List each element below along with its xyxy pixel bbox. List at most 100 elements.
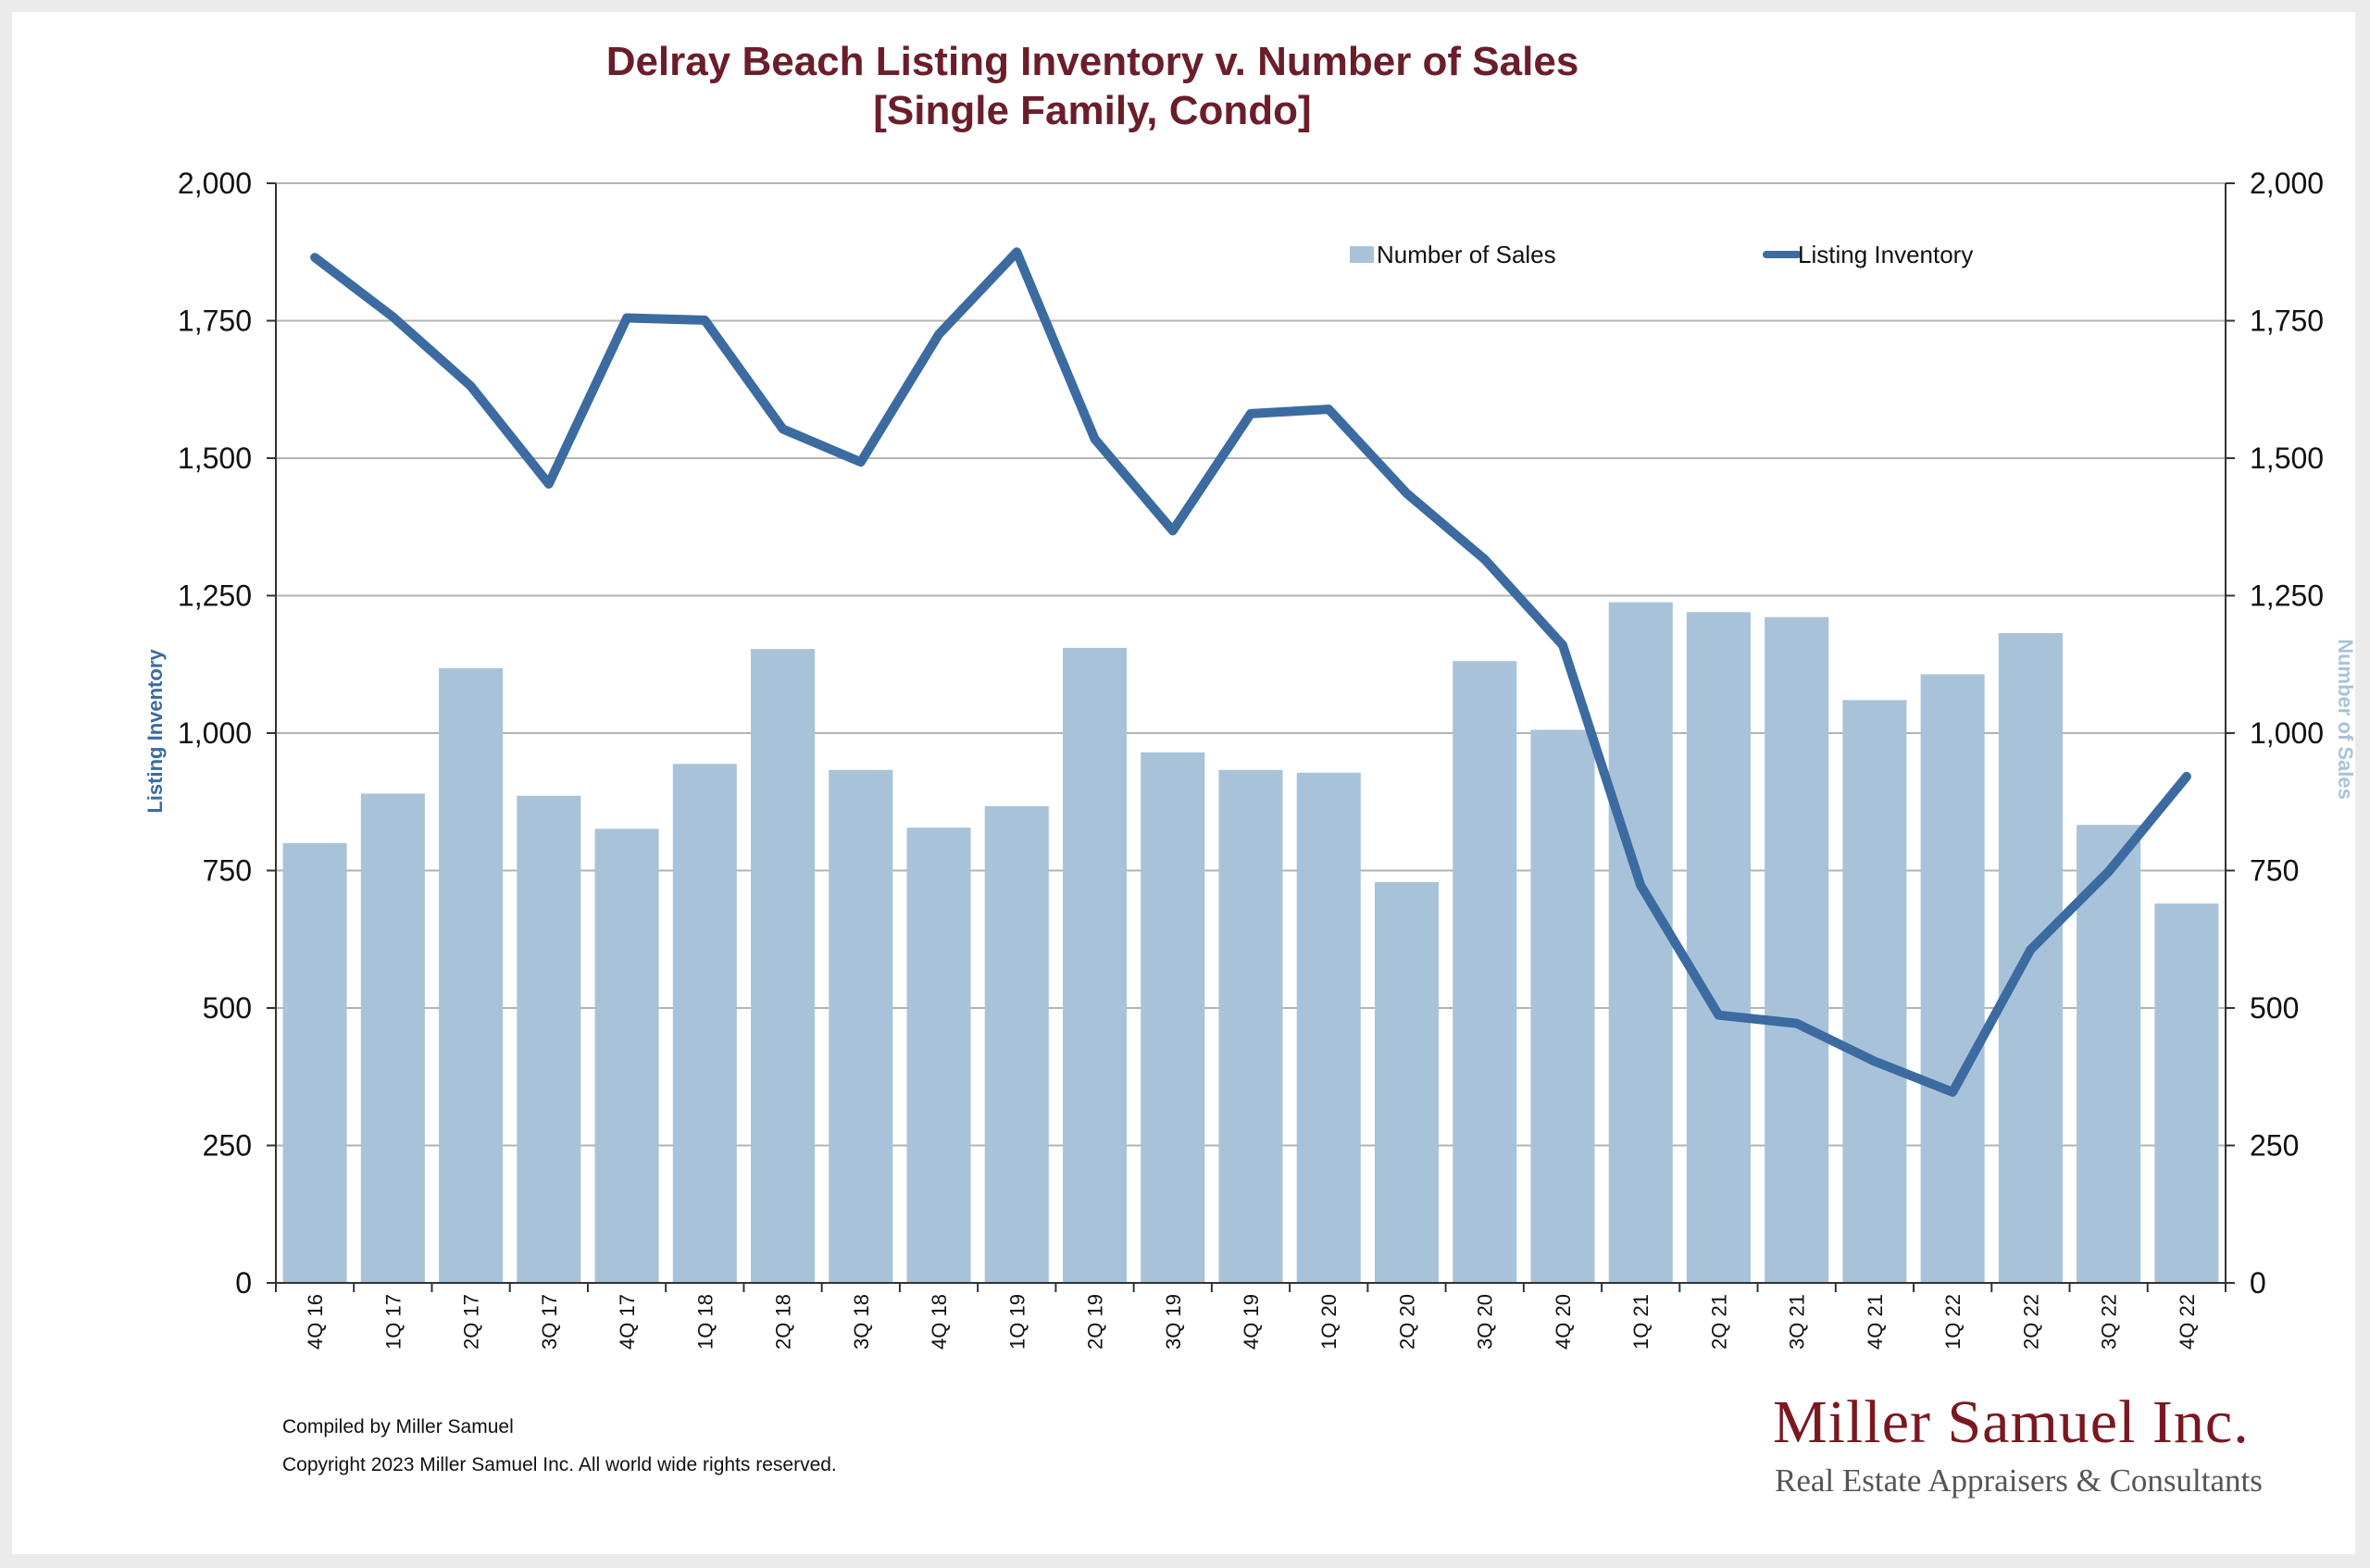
sales-bar	[672, 764, 737, 1283]
inventory-point	[1795, 1022, 1798, 1025]
sales-bar	[360, 793, 425, 1283]
inventory-point	[1952, 1090, 1954, 1093]
x-tick-label: 4Q 21	[1864, 1294, 1887, 1350]
x-tick-label: 4Q 16	[304, 1294, 327, 1350]
legend: Number of Sales Listing Inventory	[1350, 241, 1973, 268]
legend-swatch-sales	[1350, 246, 1374, 263]
x-tick-label: 3Q 18	[850, 1294, 873, 1350]
sales-bar	[1842, 700, 1907, 1283]
x-tick-label: 2Q 17	[460, 1294, 483, 1350]
compiled-by-note: Compiled by Miller Samuel	[282, 1416, 514, 1437]
chart-title-block: Delray Beach Listing Inventory v. Number…	[0, 37, 2185, 135]
company-logo-tagline: Real Estate Appraisers & Consultants	[1775, 1462, 2263, 1499]
inventory-point	[314, 256, 317, 259]
sales-bar	[282, 842, 347, 1283]
y-tick-label-left: 750	[203, 854, 252, 888]
x-tick-label: 4Q 19	[1240, 1294, 1263, 1350]
x-tick-label: 3Q 19	[1162, 1294, 1185, 1350]
inventory-point	[1640, 884, 1642, 887]
y-tick-label-right: 1,500	[2250, 442, 2324, 475]
sales-bar	[751, 649, 816, 1283]
inventory-point	[1250, 412, 1252, 415]
x-tick-label: 2Q 21	[1707, 1294, 1730, 1350]
x-tick-label: 3Q 17	[538, 1294, 561, 1350]
sales-bar	[984, 806, 1049, 1283]
x-tick-label: 2Q 19	[1084, 1294, 1107, 1350]
y-tick-label-right: 500	[2250, 991, 2299, 1025]
axis-labels: 0 0 250 250 500 500 750 750 1,000 1,000 1,250 1,250…	[178, 167, 2324, 1350]
inventory-point	[2107, 870, 2110, 873]
x-tick-label: 3Q 22	[2098, 1294, 2121, 1350]
sales-bar	[2077, 825, 2141, 1283]
x-tick-label: 4Q 22	[2176, 1294, 2199, 1350]
sales-bar	[1062, 647, 1128, 1283]
x-tick-label: 2Q 22	[2019, 1294, 2042, 1350]
sales-bar	[1530, 729, 1595, 1283]
axes	[267, 182, 2235, 1292]
y-axis-right-title: Number of Sales	[2334, 639, 2357, 800]
chart-subtitle: [Single Family, Condo]	[873, 88, 1312, 133]
inventory-point	[781, 428, 784, 430]
inventory-point	[1483, 558, 1486, 561]
inventory-point	[1873, 1060, 1876, 1063]
inventory-point	[547, 482, 550, 485]
y-tick-label-right: 1,750	[2250, 305, 2324, 338]
legend-label-sales: Number of Sales	[1377, 241, 1556, 268]
inventory-point	[1016, 251, 1018, 254]
y-tick-label-left: 1,500	[178, 442, 252, 475]
inventory-point	[392, 316, 394, 318]
inventory-point	[469, 385, 472, 388]
x-tick-label: 2Q 20	[1395, 1294, 1418, 1350]
x-tick-label: 3Q 20	[1474, 1294, 1497, 1350]
sales-bar	[594, 828, 659, 1283]
y-tick-label-right: 250	[2250, 1129, 2299, 1163]
inventory-point	[1717, 1014, 1720, 1016]
inventory-point	[2029, 949, 2032, 952]
sales-bar	[1686, 612, 1751, 1283]
inventory-point	[626, 317, 629, 319]
sales-bar	[439, 667, 504, 1283]
y-tick-label-left: 1,000	[178, 716, 252, 750]
chart-title: Delray Beach Listing Inventory v. Number…	[605, 39, 1579, 84]
sales-bar	[1920, 674, 1985, 1283]
y-tick-label-right: 1,250	[2250, 579, 2324, 613]
sales-bar	[1765, 616, 1829, 1283]
inventory-point	[2185, 775, 2188, 778]
sales-bar	[1608, 602, 1673, 1283]
sales-bar	[829, 769, 893, 1283]
inventory-point	[1561, 643, 1564, 646]
x-tick-label: 4Q 17	[616, 1294, 639, 1350]
inventory-point	[1328, 408, 1330, 411]
y-tick-label-left: 1,250	[178, 579, 252, 613]
sales-bars	[282, 602, 2219, 1283]
legend-label-inventory: Listing Inventory	[1798, 241, 1973, 268]
inventory-point	[1171, 529, 1174, 532]
sales-bar	[906, 828, 971, 1283]
sales-bar	[1453, 661, 1517, 1283]
x-tick-label: 1Q 17	[381, 1294, 405, 1350]
inventory-line-group	[310, 247, 2191, 1097]
y-tick-label-right: 2,000	[2250, 167, 2324, 200]
inventory-point	[1093, 438, 1096, 441]
sales-bar	[1218, 769, 1283, 1283]
inventory-point	[859, 461, 862, 464]
y-tick-label-left: 250	[203, 1129, 252, 1163]
x-tick-label: 4Q 20	[1552, 1294, 1575, 1350]
y-tick-label-right: 750	[2250, 854, 2299, 888]
y-tick-label-left: 500	[203, 991, 252, 1025]
x-tick-label: 1Q 18	[693, 1294, 717, 1350]
y-tick-label-right: 1,000	[2250, 716, 2324, 750]
sales-bar	[1374, 881, 1440, 1283]
copyright-note: Copyright 2023 Miller Samuel Inc. All wo…	[282, 1454, 837, 1475]
x-tick-label: 4Q 18	[928, 1294, 951, 1350]
y-tick-label-right: 0	[2250, 1266, 2266, 1300]
x-tick-label: 1Q 21	[1629, 1294, 1653, 1350]
y-tick-label-left: 0	[235, 1266, 252, 1300]
y-tick-label-left: 1,750	[178, 305, 252, 338]
y-axis-left-title: Listing Inventory	[143, 649, 167, 814]
company-logo-name: Miller Samuel Inc.	[1773, 1388, 2250, 1456]
inventory-point	[1405, 492, 1408, 495]
y-tick-label-left: 2,000	[178, 167, 252, 200]
sales-bar	[517, 795, 581, 1283]
